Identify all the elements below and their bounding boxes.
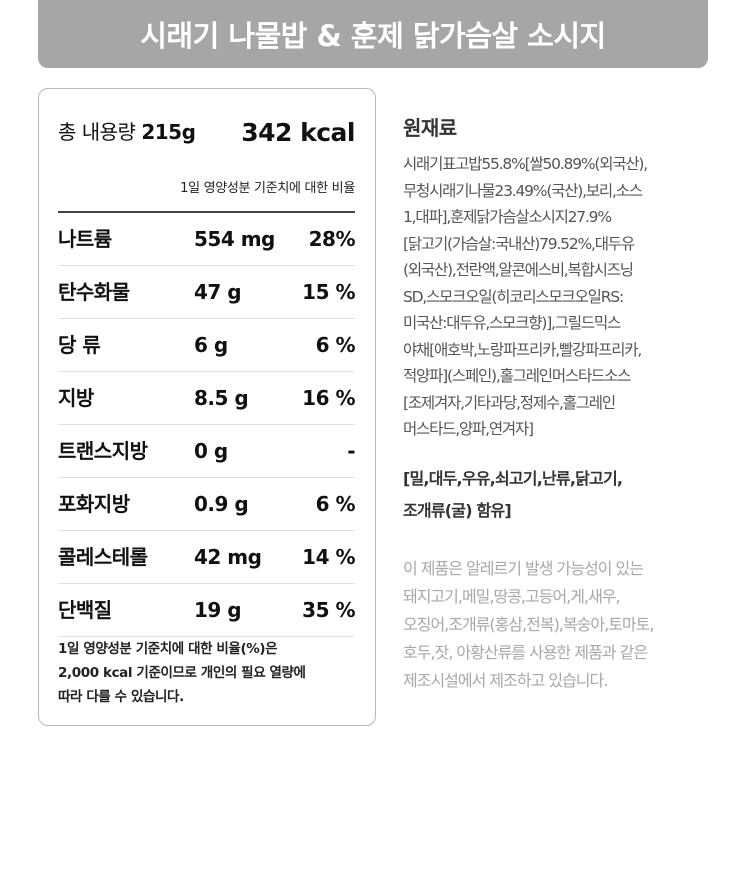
- nutrient-percent: 6 %: [315, 333, 356, 357]
- nutrient-percent: 6 %: [315, 492, 356, 516]
- ingredient-line: 야채[애호박,노랑파프리카,빨강파프리카,: [403, 340, 642, 359]
- facility-line: 오징어,조개류(홍삼,전복),복숭아,토마토,: [403, 614, 654, 634]
- ingredient-line: 미국산:대두유,스모크향)],그릴드믹스: [403, 314, 621, 332]
- total-row: 총 내용량 215g 342 kcal: [58, 117, 355, 147]
- ingredients-text: 시래기표고밥55.8%[쌀50.89%(외국산), 무청시래기나물23.49%(국…: [403, 151, 713, 443]
- nutrient-name: 콜레스테롤: [58, 545, 148, 569]
- ingredient-line: 1,대파],훈제닭가슴살소시지27.9%: [403, 208, 612, 226]
- total-label: 총 내용량: [58, 120, 136, 144]
- nutrient-amount: 19 g: [194, 598, 242, 622]
- total-content: 총 내용량 215g: [58, 116, 196, 145]
- table-divider: [58, 211, 355, 213]
- footnote-line: 2,000 kcal 기준이므로 개인의 필요 열량에: [58, 665, 306, 681]
- nutrient-name: 단백질: [58, 598, 112, 622]
- nutrition-row: 지방 8.5 g 16 %: [58, 372, 355, 425]
- nutrition-row: 단백질 19 g 35 %: [58, 584, 355, 637]
- footnote-line: 1일 영양성분 기준치에 대한 비율(%)은: [58, 641, 278, 657]
- nutrient-amount: 6 g: [194, 333, 228, 357]
- ingredient-line: (외국산),전란액,알콘에스비,복합시즈닝: [403, 261, 634, 279]
- ingredients-title: 원재료: [403, 116, 457, 140]
- nutrient-amount: 8.5 g: [194, 386, 249, 410]
- ingredient-line: [닭고기(가슴살:국내산)79.52%,대두유: [403, 234, 635, 253]
- nutrition-footnote: 1일 영양성분 기준치에 대한 비율(%)은 2,000 kcal 기준이므로 …: [58, 637, 361, 709]
- nutrient-name: 탄수화물: [58, 280, 130, 304]
- nutrient-percent: 16 %: [302, 386, 355, 410]
- nutrition-row: 트랜스지방 0 g -: [58, 425, 355, 478]
- facility-line: 이 제품은 알레르기 발생 가능성이 있는: [403, 558, 644, 578]
- ingredient-line: 시래기표고밥55.8%[쌀50.89%(외국산),: [403, 155, 648, 173]
- nutrient-name: 당 류: [58, 333, 101, 357]
- nutrition-table: 나트륨 554 mg 28% 탄수화물 47 g 15 % 당 류 6 g 6 % 지방 8.5 g…: [58, 213, 356, 637]
- facility-line: 제조시설에서 제조하고 있습니다.: [403, 670, 608, 690]
- ingredient-line: 머스타드,양파,연겨자]: [403, 420, 534, 438]
- nutrient-percent: 28%: [308, 227, 356, 251]
- nutrient-name: 트랜스지방: [58, 439, 148, 463]
- footnote-line: 따라 다를 수 있습니다.: [58, 689, 184, 705]
- ingredient-line: [조제겨자,기타과당,정제수,홀그레인: [403, 393, 616, 412]
- nutrient-amount: 554 mg: [194, 227, 275, 251]
- facility-line: 호두,잣, 아황산류를 사용한 제품과 같은: [403, 642, 648, 662]
- nutrient-name: 포화지방: [58, 492, 130, 516]
- facility-line: 돼지고기,메밀,땅콩,고등어,게,새우,: [403, 586, 621, 606]
- nutrient-amount: 47 g: [194, 280, 242, 304]
- nutrition-row: 탄수화물 47 g 15 %: [58, 266, 355, 319]
- nutrient-amount: 42 mg: [194, 545, 262, 569]
- ingredient-line: 무청시래기나물23.49%(국산),보리,소스: [403, 181, 643, 200]
- nutrient-amount: 0.9 g: [194, 492, 249, 516]
- ratio-note: 1일 영양성분 기준치에 대한 비율: [180, 181, 355, 196]
- product-title: 시래기 나물밥 & 훈제 닭가슴살 소시지: [140, 19, 606, 53]
- nutrient-percent: -: [347, 439, 355, 463]
- allergen-line: [밀,대두,우유,쇠고기,난류,닭고기,: [403, 468, 623, 488]
- nutrient-percent: 15 %: [302, 280, 355, 304]
- nutrient-amount: 0 g: [194, 439, 228, 463]
- ingredient-line: SD,스모크오일(히코리스모크오일RS:: [403, 287, 624, 306]
- nutrient-name: 나트륨: [58, 227, 112, 251]
- nutrition-row: 당 류 6 g 6 %: [58, 319, 356, 372]
- ingredients-section: 원재료 시래기표고밥55.8%[쌀50.89%(외국산), 무청시래기나물23.4…: [403, 112, 713, 695]
- nutrition-row: 포화지방 0.9 g 6 %: [58, 478, 356, 531]
- title-banner: 시래기 나물밥 & 훈제 닭가슴살 소시지: [38, 0, 708, 68]
- nutrient-name: 지방: [58, 386, 94, 410]
- nutrient-percent: 35 %: [302, 598, 355, 622]
- nutrient-percent: 14 %: [302, 545, 355, 569]
- total-amount: 215g: [141, 120, 196, 144]
- nutrition-row: 나트륨 554 mg 28%: [58, 213, 356, 266]
- allergen-line: 조개류(굴) 함유]: [403, 500, 512, 520]
- nutrition-row: 콜레스테롤 42 mg 14 %: [58, 531, 355, 584]
- nutrition-panel: 총 내용량 215g 342 kcal 1일 영양성분 기준치에 대한 비율 나…: [38, 88, 376, 726]
- total-kcal: 342 kcal: [241, 118, 355, 147]
- allergen-info: [밀,대두,우유,쇠고기,난류,닭고기, 조개류(굴) 함유]: [403, 463, 713, 527]
- ingredient-line: 적양파](스페인),홀그레인머스타드소스: [403, 367, 631, 385]
